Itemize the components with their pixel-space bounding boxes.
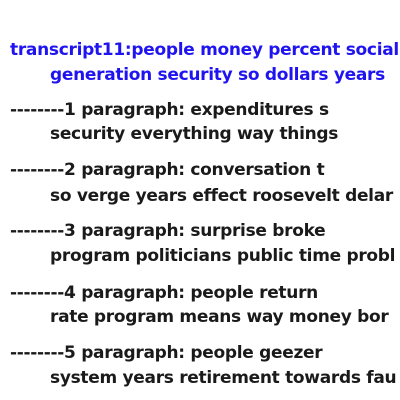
paragraph-text: security everything way things [50,124,339,144]
document-title-line-1: transcript11:people money percent social [10,40,399,60]
paragraph-text: program politicians public time probl [50,246,396,266]
paragraph-text: system years retirement towards fau [50,368,397,388]
paragraph-heading: --------2 paragraph: conversation t [10,160,325,180]
paragraph-heading: --------5 paragraph: people geezer [10,343,323,363]
document-title-line-2: generation security so dollars years [50,65,385,85]
paragraph-text: so verge years effect roosevelt delar [50,186,393,206]
paragraph-heading: --------1 paragraph: expenditures s [10,100,329,120]
paragraph-text: rate program means way money bor [50,307,389,327]
paragraph-heading: --------3 paragraph: surprise broke [10,221,326,241]
paragraph-heading: --------4 paragraph: people return [10,283,318,303]
